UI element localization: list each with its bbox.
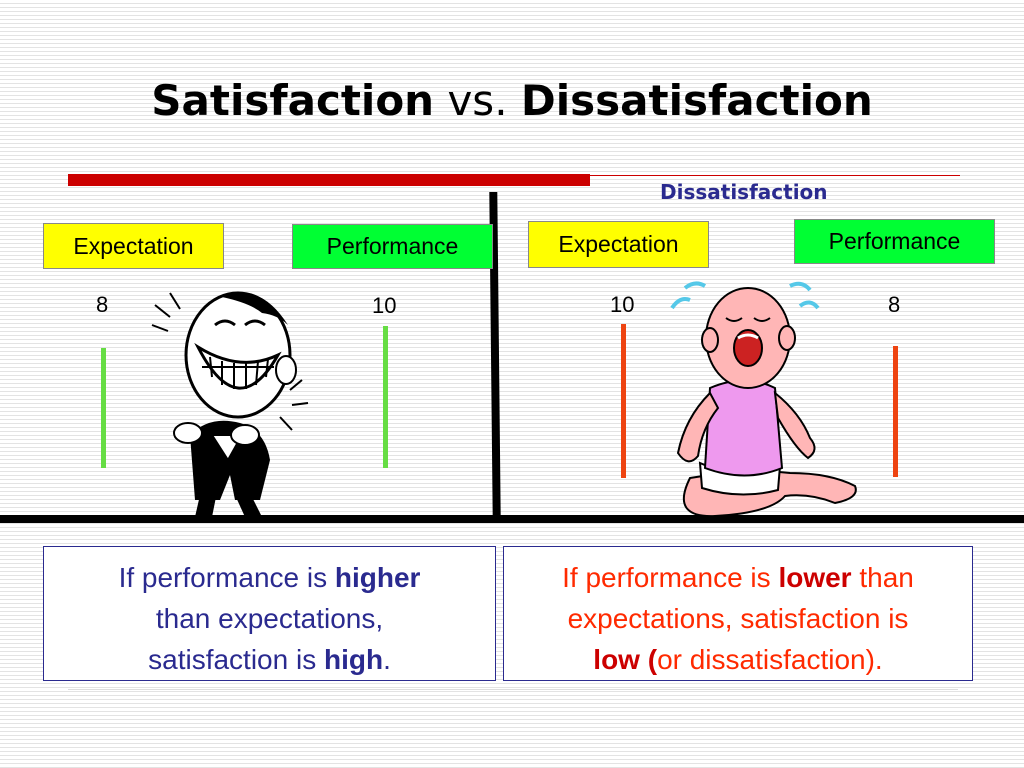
left-expectation-value: 8 xyxy=(96,292,109,317)
left-performance-bar xyxy=(383,326,388,468)
right-text-c: than xyxy=(851,562,914,593)
right-text-low: low ( xyxy=(593,644,658,675)
red-accent-bar xyxy=(68,174,590,186)
lower-performance-explanation: If performance is lower than expectation… xyxy=(503,546,973,681)
left-performance-box: Performance xyxy=(292,224,493,269)
left-text-a: If performance is xyxy=(118,562,335,593)
right-performance-label: Performance xyxy=(828,228,961,254)
right-performance-box: Performance xyxy=(794,219,995,264)
right-text-a: If performance is xyxy=(562,562,779,593)
title-dissatisfaction: Dissatisfaction xyxy=(520,76,873,125)
left-text-higher: higher xyxy=(334,562,421,593)
left-text-high: high xyxy=(323,644,384,675)
right-expectation-bar xyxy=(621,324,626,478)
higher-performance-explanation: If performance is higher than expectatio… xyxy=(43,546,496,681)
laughing-man-clipart xyxy=(151,291,309,517)
thin-divider-line xyxy=(590,175,960,176)
left-expectation-bar xyxy=(101,348,106,468)
footer-line xyxy=(68,689,958,690)
left-performance-label: Performance xyxy=(326,233,459,259)
left-text-f: . xyxy=(383,644,391,675)
right-expectation-box: Expectation xyxy=(528,221,709,268)
right-performance-bar xyxy=(893,346,898,477)
slide-title: Satisfaction vs. Dissatisfaction xyxy=(0,76,1024,125)
right-text-f: or dissatisfaction). xyxy=(657,644,883,675)
title-vs: vs. xyxy=(447,76,508,125)
ground-line xyxy=(0,515,1024,523)
left-text-d: satisfaction is xyxy=(148,644,324,675)
right-text-lower: lower xyxy=(778,562,852,593)
left-performance-value: 10 xyxy=(372,293,397,318)
left-text-c: than expectations, xyxy=(155,603,384,634)
right-expectation-label: Expectation xyxy=(558,231,679,257)
right-performance-value: 8 xyxy=(888,292,901,317)
crying-baby-clipart xyxy=(670,281,857,518)
right-text-d: expectations, satisfaction is xyxy=(567,603,909,634)
left-expectation-box: Expectation xyxy=(43,223,224,269)
right-expectation-value: 10 xyxy=(610,292,635,317)
dissatisfaction-heading: Dissatisfaction xyxy=(660,180,828,204)
title-satisfaction: Satisfaction xyxy=(151,76,435,125)
left-expectation-label: Expectation xyxy=(73,232,194,259)
